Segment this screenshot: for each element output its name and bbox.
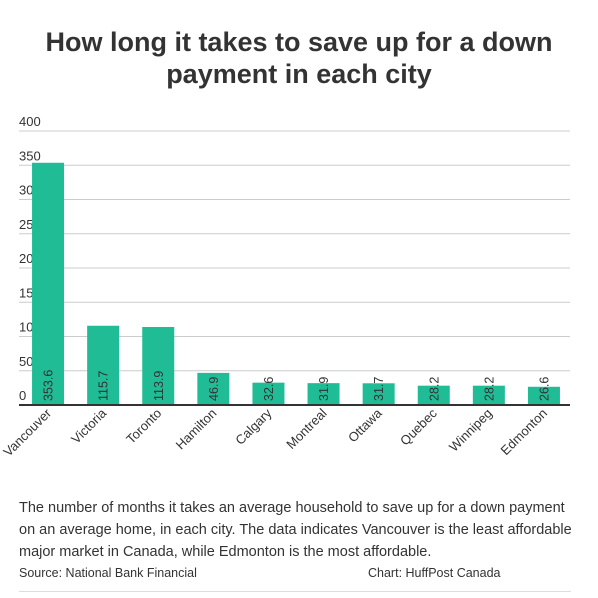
y-tick-label: 50 — [19, 354, 33, 369]
x-tick-label: Montreal — [283, 405, 329, 451]
bar — [417, 385, 450, 405]
y-tick-label: 350 — [19, 148, 41, 163]
y-tick-label: 400 — [19, 114, 41, 129]
bar — [362, 383, 395, 405]
bar — [252, 382, 285, 405]
chart-credit: Chart: HuffPost Canada — [368, 566, 501, 580]
data-label: 46.9 — [207, 377, 221, 401]
data-label: 31.9 — [317, 377, 331, 401]
x-tick-label: Ottawa — [345, 405, 385, 445]
bar-chart: 050100150200250300350400353.6Vancouver11… — [0, 114, 570, 459]
bar — [527, 386, 560, 405]
bar — [197, 372, 230, 405]
data-label: 353.6 — [42, 370, 56, 401]
data-label: 115.7 — [97, 371, 111, 401]
data-label: 32.6 — [262, 377, 276, 401]
x-tick-label: Winnipeg — [446, 406, 495, 455]
bar — [142, 326, 175, 405]
bar — [472, 385, 505, 405]
y-tick-label: 0 — [19, 388, 26, 403]
bar — [32, 162, 65, 405]
source-note: Source: National Bank Financial — [19, 566, 197, 580]
data-label: 26.6 — [537, 377, 551, 401]
footer-divider — [19, 591, 571, 592]
bar — [307, 383, 340, 405]
x-tick-label: Toronto — [123, 406, 164, 447]
x-tick-label: Hamilton — [173, 406, 220, 453]
data-label: 31.7 — [372, 377, 386, 401]
data-label: 28.2 — [427, 377, 441, 401]
data-label: 28.2 — [482, 377, 496, 401]
x-tick-label: Victoria — [68, 405, 110, 447]
x-tick-label: Vancouver — [0, 405, 54, 459]
data-label: 113.9 — [152, 371, 166, 401]
x-tick-label: Edmonton — [498, 406, 551, 459]
chart-caption: The number of months it takes an average… — [19, 500, 572, 560]
bar — [87, 325, 120, 405]
chart-title: How long it takes to save up for a down … — [45, 27, 553, 89]
x-tick-label: Quebec — [397, 405, 440, 448]
x-tick-label: Calgary — [232, 405, 275, 448]
